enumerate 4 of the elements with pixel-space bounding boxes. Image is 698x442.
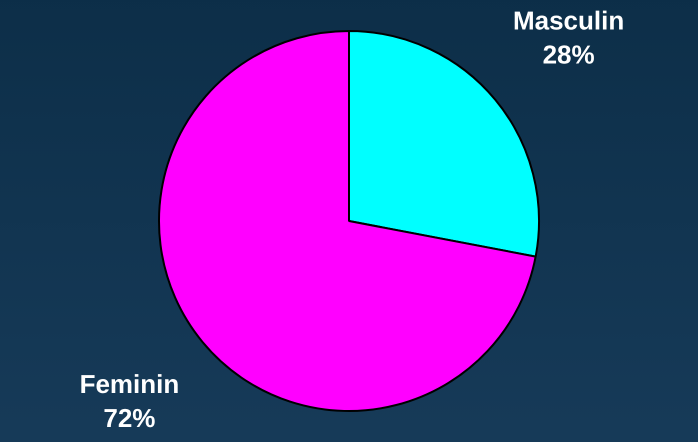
- data-label: 28%: [542, 40, 595, 70]
- slice-label: Feminin: [80, 368, 180, 399]
- data-label: 72%: [103, 402, 156, 433]
- slice-label: Masculin: [512, 6, 624, 36]
